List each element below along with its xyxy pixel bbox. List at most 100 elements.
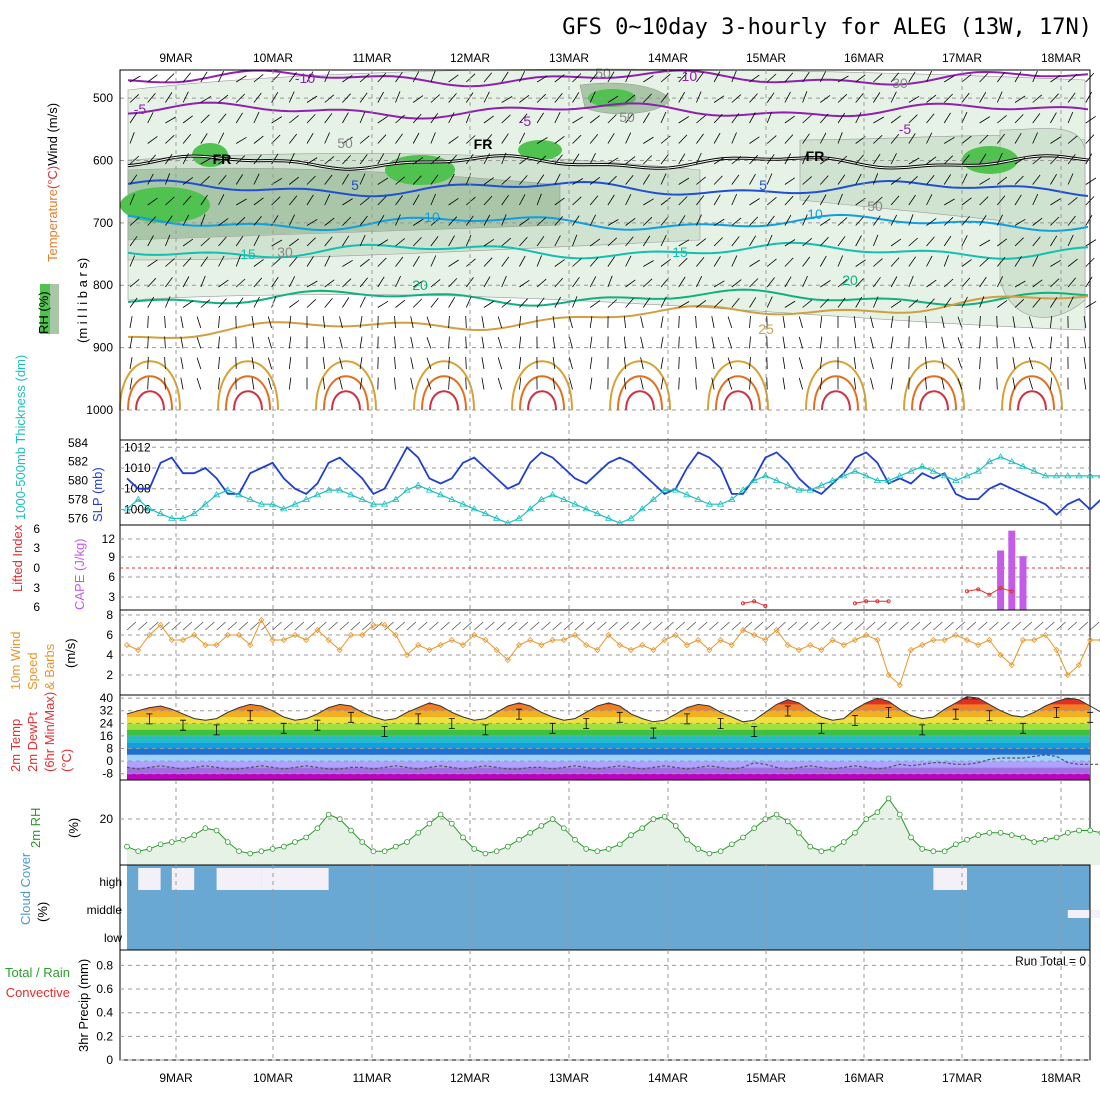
wind-barb [361, 621, 372, 631]
thickness-point [884, 476, 893, 483]
wind-barb [819, 357, 823, 370]
wind-barb [625, 236, 634, 247]
cloud-clear-segment [933, 868, 967, 890]
rh-point [784, 818, 791, 825]
wind-axis-label-line: Speed [25, 652, 40, 690]
wind-barb [819, 377, 823, 390]
rh-legend-swatch [40, 284, 50, 334]
rh-point [303, 834, 310, 841]
contour-label: 50 [337, 135, 353, 151]
wind-barb [589, 357, 593, 370]
rh-point [986, 829, 993, 836]
wind-barb [660, 357, 664, 370]
wind-barb [819, 194, 827, 206]
thickness-point [996, 453, 1005, 460]
wind-barb [749, 297, 757, 308]
wind-barb [572, 296, 578, 308]
li-point [740, 601, 746, 606]
rh-point [336, 816, 343, 822]
wind-barb [218, 356, 220, 370]
wind-barb [235, 235, 244, 247]
wind-speed-point [784, 641, 791, 649]
wind-barb [727, 316, 733, 329]
wind-barb [607, 95, 619, 103]
wind-barb [961, 111, 968, 124]
wind-barb [324, 193, 331, 206]
rh-point [717, 848, 724, 854]
wind-barb [961, 216, 970, 226]
x-tick-label-bottom: 18MAR [1041, 1071, 1081, 1085]
wind-barb [855, 259, 866, 267]
temperature-band [127, 729, 1090, 736]
wind-speed-point [695, 636, 702, 644]
wind-barb [853, 377, 857, 390]
wind-barb [235, 112, 243, 124]
rh-point [975, 832, 981, 838]
wind-barb [322, 336, 326, 349]
wind-barb [196, 316, 202, 329]
wind-barb [359, 154, 368, 165]
wind-barb [519, 316, 522, 329]
wind-speed-point [583, 641, 590, 649]
wind-barb [129, 155, 140, 165]
wind-barb [749, 74, 760, 83]
wind-barb [713, 280, 725, 288]
thickness-point [795, 486, 803, 493]
wind-barb [519, 71, 526, 83]
wind-barb [294, 621, 305, 631]
wind-barb [873, 234, 879, 247]
wind-barb [395, 91, 401, 103]
wind-barb [448, 278, 458, 288]
wind-barb [507, 621, 518, 631]
x-tick-label-top: 11MAR [352, 51, 391, 65]
wind-barb [908, 133, 916, 144]
wind-barb [149, 621, 159, 631]
wind-barb [271, 91, 279, 103]
wind-speed-point [1042, 631, 1049, 639]
wind-speed-point [415, 641, 422, 649]
y-axis-unit: (m i l l i b a r s) [75, 258, 90, 343]
wind-barb [359, 377, 363, 390]
wind-barb [572, 234, 578, 247]
wind-barb [802, 114, 812, 124]
contour-label: 10 [807, 206, 823, 222]
wind-barb [1067, 73, 1078, 83]
wind-barb [941, 357, 945, 370]
li-point [987, 592, 992, 597]
thickness-point [963, 472, 971, 479]
wind-barb [802, 299, 813, 308]
wind-barb [451, 621, 462, 631]
wind-barb [218, 70, 224, 83]
wind-barb [554, 197, 565, 206]
wind-speed-point [672, 631, 679, 639]
wind-barb [342, 112, 349, 124]
wind-barb [342, 198, 353, 206]
thickness-point [817, 481, 826, 488]
thickness-point [448, 495, 456, 502]
thickness-point [425, 486, 434, 493]
wind-barb [306, 157, 318, 165]
wind-barb [731, 94, 742, 103]
rh-point [628, 832, 634, 838]
temp-minmax-bar [1087, 711, 1094, 723]
x-tick-label-bottom: 13MAR [549, 1071, 589, 1085]
wind-barb [412, 298, 422, 308]
wind-barb [819, 316, 823, 329]
wind-barb [1085, 91, 1092, 103]
wind-barb [536, 297, 545, 308]
wind-barb [943, 75, 955, 83]
wind-barb [271, 196, 281, 206]
wind-barb [1085, 276, 1093, 288]
wind-barb [410, 357, 414, 370]
thickness-axis-label: 1000-500mb Thickness (dm) [13, 355, 28, 520]
wind-barb [235, 255, 241, 267]
slp-axis-label: SLP (mb) [90, 467, 105, 522]
wind-barb [200, 114, 210, 124]
wind-barb [569, 377, 573, 390]
temp-minmax-bar [583, 718, 590, 730]
rh-point [863, 816, 869, 822]
thickness-point [985, 457, 994, 465]
wind-barb [359, 73, 370, 83]
rh-point [807, 843, 813, 850]
rh-point [236, 848, 242, 854]
